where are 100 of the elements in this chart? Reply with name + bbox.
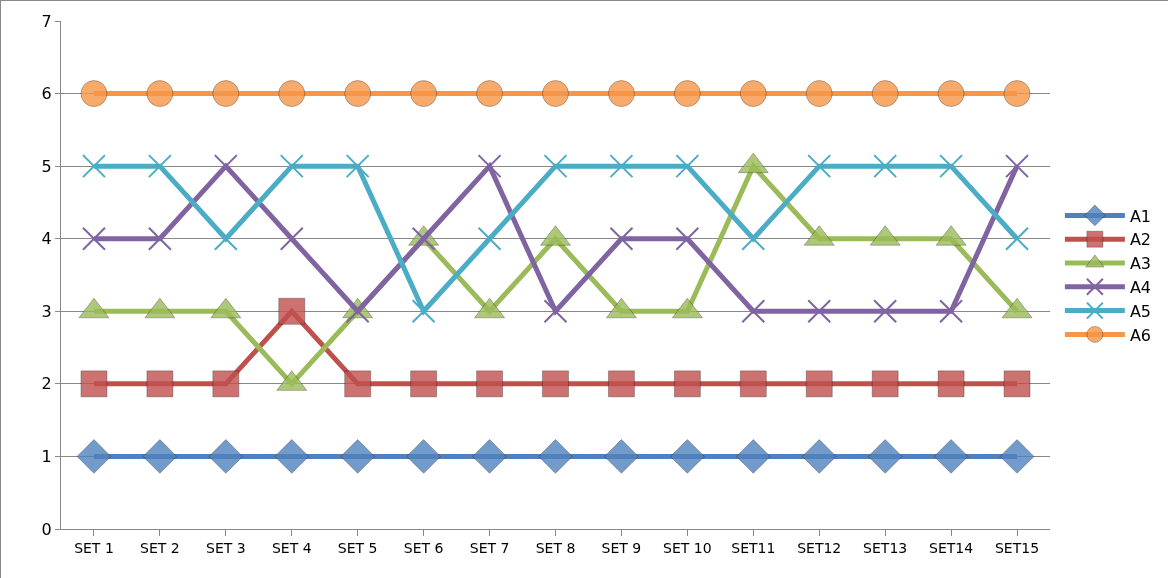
x-tick-label: SET 6 — [403, 539, 444, 556]
point — [212, 80, 240, 108]
point — [939, 154, 964, 179]
y-tick-label: 1 — [41, 447, 52, 467]
point — [675, 154, 700, 179]
point — [345, 154, 370, 179]
point — [81, 154, 106, 179]
y-tick-label: 0 — [41, 519, 52, 539]
point — [279, 154, 304, 179]
point — [607, 370, 635, 398]
point — [76, 439, 112, 474]
point — [477, 154, 502, 179]
point — [1005, 154, 1030, 179]
point — [411, 226, 436, 251]
x-tick-label: SET 3 — [206, 539, 246, 556]
point — [669, 439, 705, 474]
point — [147, 226, 172, 251]
point — [279, 226, 304, 251]
point — [410, 80, 438, 108]
point — [278, 297, 306, 325]
point — [80, 80, 108, 108]
point — [1005, 226, 1030, 251]
y-tick-label: 3 — [41, 301, 52, 321]
point — [340, 439, 376, 474]
point — [939, 299, 964, 324]
x-tick-label: SET 4 — [271, 539, 312, 556]
point — [542, 80, 569, 108]
point — [607, 80, 635, 108]
point — [675, 226, 700, 251]
y-tick-label: 4 — [41, 229, 52, 249]
y-tick-label: 5 — [41, 156, 52, 176]
legend-label: A4 — [1129, 278, 1152, 298]
x-tick-label: SET 7 — [469, 539, 510, 556]
point — [1003, 80, 1031, 108]
point — [873, 154, 898, 179]
x-tick-label: SET14 — [929, 539, 974, 556]
point — [477, 226, 502, 251]
point — [807, 154, 832, 179]
y-tick-label: 2 — [41, 374, 52, 394]
point — [80, 370, 108, 398]
point — [411, 299, 436, 324]
point — [538, 439, 573, 474]
x-tick-label: SET13 — [863, 539, 908, 556]
point — [871, 370, 899, 398]
point — [937, 370, 965, 398]
point — [805, 370, 833, 398]
y-tick-label: 6 — [41, 84, 52, 104]
legend-label: A2 — [1129, 230, 1152, 250]
legend-label: A1 — [1129, 206, 1152, 226]
x-tick-label: SET 8 — [535, 539, 576, 556]
point — [867, 439, 903, 474]
point — [801, 439, 837, 474]
y-tick-label: 7 — [41, 11, 52, 31]
point — [673, 370, 701, 398]
point — [472, 439, 507, 474]
point — [933, 439, 969, 474]
point — [543, 154, 568, 179]
point — [543, 299, 568, 324]
point — [81, 226, 106, 251]
point — [476, 80, 504, 108]
x-tick-label: SET 10 — [663, 539, 712, 556]
legend-label: A6 — [1129, 325, 1152, 345]
point — [344, 80, 372, 108]
x-tick-label: SET 1 — [74, 539, 114, 556]
point — [146, 370, 174, 398]
x-tick-label: SET 5 — [337, 539, 378, 556]
point — [410, 370, 438, 398]
point — [542, 370, 569, 398]
point — [1003, 370, 1031, 398]
legend-label: A3 — [1129, 254, 1152, 274]
x-tick-label: SET15 — [994, 539, 1040, 556]
point — [871, 80, 899, 108]
point — [142, 439, 178, 474]
point — [673, 80, 701, 108]
point — [274, 439, 310, 474]
x-tick-label: SET12 — [797, 539, 842, 556]
point — [609, 226, 634, 251]
point — [937, 80, 965, 108]
point — [873, 299, 898, 324]
point — [208, 439, 244, 474]
point — [609, 154, 634, 179]
legend-label: A5 — [1129, 301, 1152, 321]
point — [278, 80, 306, 108]
point — [739, 370, 767, 398]
point — [735, 439, 771, 474]
point — [212, 370, 240, 398]
point — [476, 370, 504, 398]
point — [604, 439, 639, 474]
x-tick-label: SET11 — [731, 539, 776, 556]
point — [406, 439, 442, 474]
point — [739, 80, 767, 108]
x-tick-label: SET 9 — [601, 539, 642, 556]
point — [805, 80, 833, 108]
point — [147, 154, 172, 179]
point — [807, 299, 832, 324]
point — [741, 299, 766, 324]
point — [146, 80, 174, 108]
point — [999, 439, 1035, 474]
x-tick-label: SET 2 — [140, 539, 180, 556]
point — [344, 370, 372, 398]
